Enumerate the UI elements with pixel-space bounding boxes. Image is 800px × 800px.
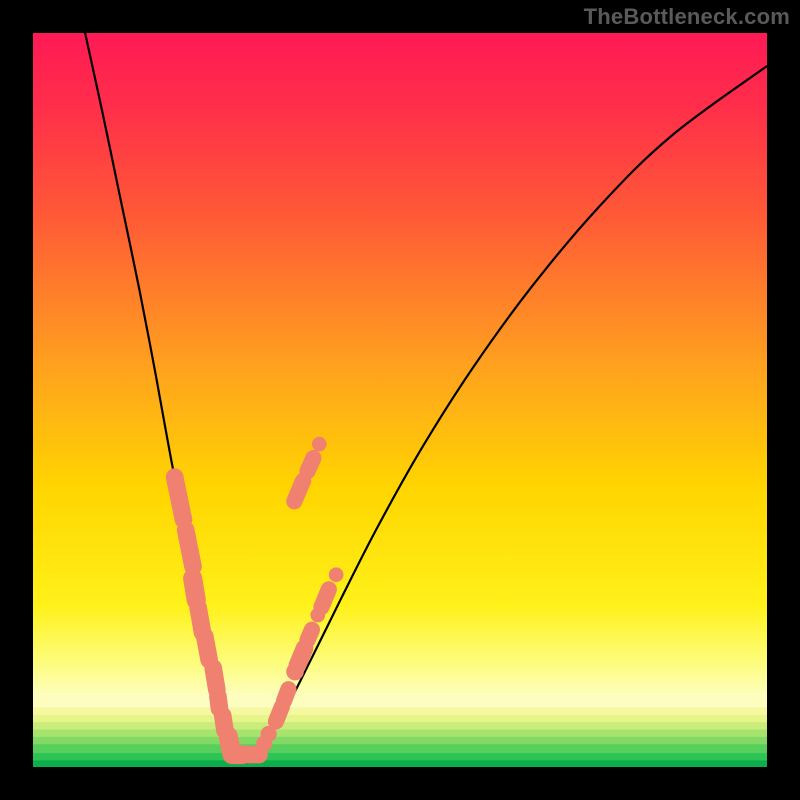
marker-capsule [308,630,312,640]
marker-capsule [297,648,304,666]
marker-capsule [276,707,282,722]
marker-capsule [218,697,219,709]
marker-capsule [321,589,328,607]
marker-capsule [284,689,288,701]
marker-capsule [186,530,193,567]
marker-capsule [308,458,314,471]
marker-capsule [205,636,209,659]
marker-capsule [193,578,197,600]
marker-capsule [213,668,217,690]
marker-dot [312,437,327,452]
watermark-text: TheBottleneck.com [584,4,790,30]
marker-capsule [175,477,184,520]
marker-capsule [294,481,303,502]
chart-container: TheBottleneck.com [0,0,800,800]
bottleneck-curve-chart [0,0,800,800]
marker-dot [329,567,344,582]
